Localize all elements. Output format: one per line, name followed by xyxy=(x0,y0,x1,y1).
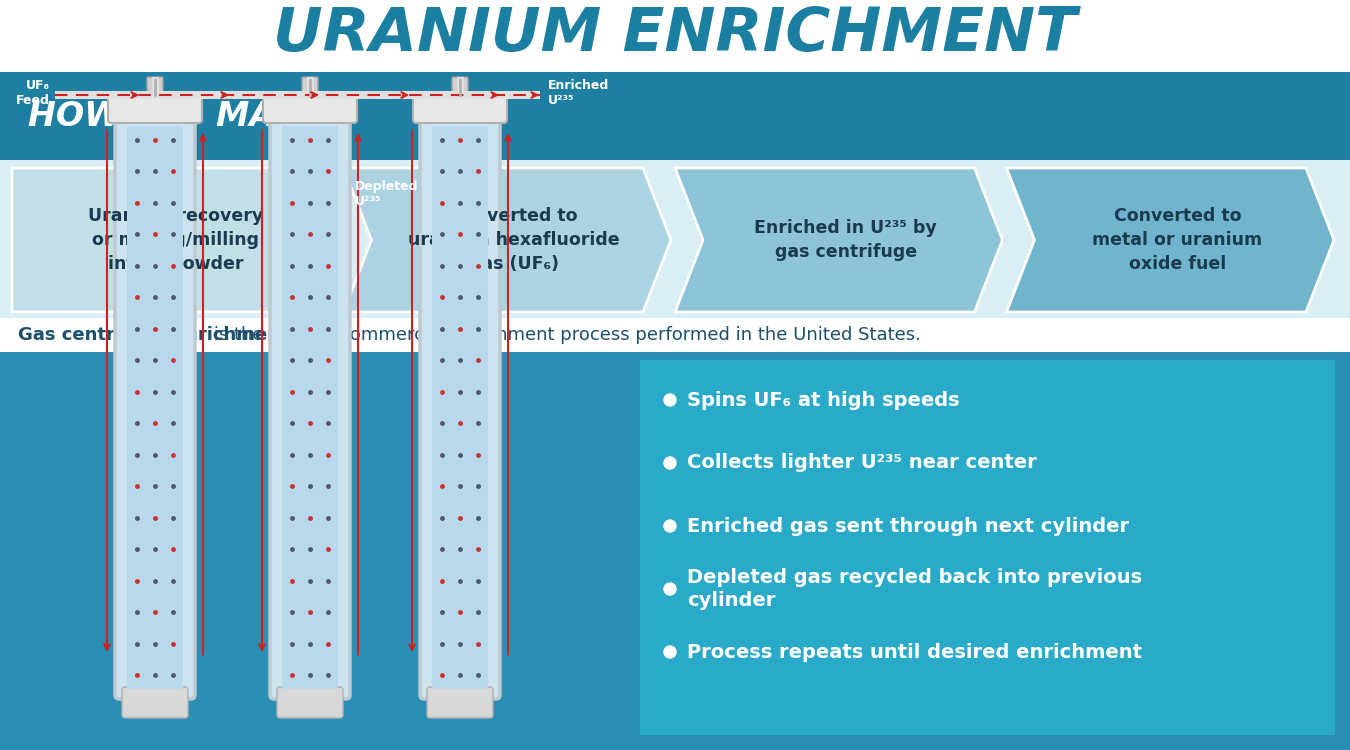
Bar xyxy=(0,160,1350,320)
Text: Enriched in U²³⁵ by
gas centrifuge: Enriched in U²³⁵ by gas centrifuge xyxy=(755,219,937,261)
Text: Collects lighter U²³⁵ near center: Collects lighter U²³⁵ near center xyxy=(687,454,1037,472)
FancyBboxPatch shape xyxy=(147,77,163,97)
Bar xyxy=(55,91,540,99)
FancyBboxPatch shape xyxy=(452,77,468,97)
FancyBboxPatch shape xyxy=(122,687,188,718)
Bar xyxy=(640,360,1335,735)
FancyBboxPatch shape xyxy=(108,93,202,123)
FancyBboxPatch shape xyxy=(432,126,487,689)
Polygon shape xyxy=(12,168,339,312)
Text: Gas centrifuge enrichment: Gas centrifuge enrichment xyxy=(18,326,289,344)
FancyBboxPatch shape xyxy=(263,93,356,123)
Text: Uranium recovery
or mining/milling
into a powder: Uranium recovery or mining/milling into … xyxy=(88,208,263,272)
Circle shape xyxy=(664,394,676,406)
Bar xyxy=(0,72,1350,160)
Circle shape xyxy=(664,583,676,595)
FancyBboxPatch shape xyxy=(270,116,350,699)
Text: UF₆
Feed: UF₆ Feed xyxy=(16,79,50,107)
Text: HOW IT’S MADE: HOW IT’S MADE xyxy=(28,100,325,133)
Text: URANIUM ENRICHMENT: URANIUM ENRICHMENT xyxy=(273,5,1077,64)
Text: Converted to
uranium hexafluoride
gas (UF₆): Converted to uranium hexafluoride gas (U… xyxy=(409,208,620,272)
Circle shape xyxy=(664,457,676,469)
FancyBboxPatch shape xyxy=(302,77,319,97)
FancyBboxPatch shape xyxy=(282,126,338,689)
Bar xyxy=(0,350,1350,750)
Polygon shape xyxy=(675,168,1003,312)
FancyBboxPatch shape xyxy=(127,126,184,689)
Text: Enriched
U²³⁵: Enriched U²³⁵ xyxy=(548,79,609,107)
FancyBboxPatch shape xyxy=(277,687,343,718)
FancyBboxPatch shape xyxy=(420,116,500,699)
Circle shape xyxy=(664,646,676,658)
Circle shape xyxy=(664,520,676,532)
Polygon shape xyxy=(343,168,671,312)
Polygon shape xyxy=(1007,168,1334,312)
Text: Converted to
metal or uranium
oxide fuel: Converted to metal or uranium oxide fuel xyxy=(1092,208,1262,272)
FancyBboxPatch shape xyxy=(115,116,194,699)
Text: Process repeats until desired enrichment: Process repeats until desired enrichment xyxy=(687,643,1142,662)
Bar xyxy=(0,318,1350,352)
Text: Spins UF₆ at high speeds: Spins UF₆ at high speeds xyxy=(687,391,960,410)
Text: Enriched gas sent through next cylinder: Enriched gas sent through next cylinder xyxy=(687,517,1129,536)
FancyBboxPatch shape xyxy=(427,687,493,718)
Text: is the current commercial enrichment process performed in the United States.: is the current commercial enrichment pro… xyxy=(208,326,921,344)
Text: Depleted
U²³⁵: Depleted U²³⁵ xyxy=(355,180,418,208)
Text: Depleted gas recycled back into previous
cylinder: Depleted gas recycled back into previous… xyxy=(687,568,1142,610)
FancyBboxPatch shape xyxy=(413,93,508,123)
